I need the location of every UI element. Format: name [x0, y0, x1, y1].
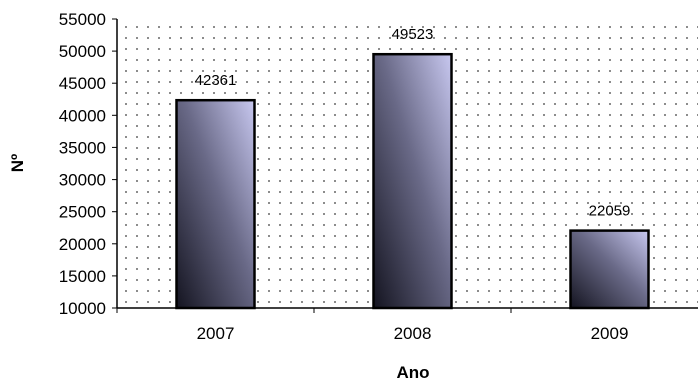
y-tick-label-55000: 55000: [59, 10, 106, 29]
y-tick-label-35000: 35000: [59, 138, 106, 157]
y-tick-label-25000: 25000: [59, 203, 106, 222]
y-tick-label-30000: 30000: [59, 171, 106, 190]
y-tick-label-40000: 40000: [59, 106, 106, 125]
bar-2008: [372, 52, 453, 310]
x-tick-label-2009: 2009: [591, 324, 629, 343]
bar-2009: [569, 229, 650, 310]
bar-2007: [175, 98, 256, 310]
y-axis-title: Nº: [8, 154, 27, 173]
data-label-2009: 22059: [589, 203, 631, 220]
x-tick-label-2007: 2007: [197, 324, 235, 343]
y-tick-label-20000: 20000: [59, 235, 106, 254]
data-label-2008: 49523: [392, 26, 434, 43]
data-label-2007: 42361: [195, 72, 237, 89]
y-tick-label-50000: 50000: [59, 42, 106, 61]
x-tick-label-2008: 2008: [394, 324, 432, 343]
y-tick-label-10000: 10000: [59, 299, 106, 318]
y-tick-label-45000: 45000: [59, 74, 106, 93]
y-tick-label-15000: 15000: [59, 267, 106, 286]
x-axis-title: Ano: [396, 363, 429, 382]
